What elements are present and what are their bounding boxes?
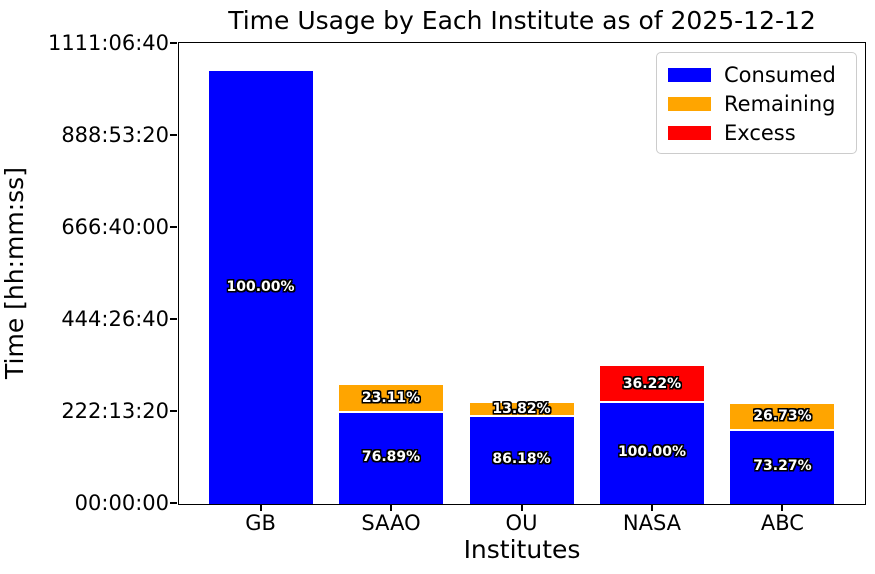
percent-label-saao-consumed: 76.89%: [361, 449, 421, 466]
legend: Consumed Remaining Excess: [656, 52, 857, 154]
bar-segment-nasa-consumed: [599, 402, 704, 504]
bar-segment-ou-consumed: [469, 416, 574, 504]
excess-swatch-icon: [668, 125, 711, 140]
x-tick-label-abc: ABC: [760, 511, 804, 535]
y-tick-label: 888:53:20: [61, 123, 169, 147]
percent-label-ou-consumed: 86.18%: [492, 451, 551, 468]
y-tick-label: 00:00:00: [74, 491, 169, 515]
bar-segment-ou-remaining: [469, 402, 574, 417]
bar-segment-abc-remaining: [730, 403, 835, 431]
legend-label-excess: Excess: [724, 120, 796, 145]
legend-row-excess: Excess: [657, 118, 856, 147]
x-axis-label: Institutes: [463, 535, 581, 564]
x-tick-mark: [259, 504, 262, 511]
y-axis-label: Time [hh:mm:ss]: [0, 167, 29, 379]
x-tick-label-nasa: NASA: [622, 511, 682, 535]
x-tick-label-ou: OU: [505, 511, 538, 535]
y-tick-label: 666:40:00: [61, 215, 169, 239]
bar-segment-abc-consumed: [730, 430, 835, 504]
x-tick-mark: [390, 504, 393, 511]
percent-label-saao-remaining: 23.11%: [361, 389, 421, 406]
x-tick-mark: [650, 504, 653, 511]
x-tick-label-gb: GB: [245, 511, 276, 535]
bar-segment-saao-consumed: [339, 412, 444, 504]
plot-area: 100.00% 76.89% 23.11% 86.18% 13.82% 100.00% 36…: [48, 31, 866, 535]
y-tick-mark: [170, 502, 177, 504]
percent-label-abc-consumed: 73.27%: [753, 458, 812, 475]
y-tick-mark: [170, 410, 177, 412]
x-tick-label-saao: SAAO: [361, 511, 421, 535]
y-tick-label: 444:26:40: [61, 307, 169, 331]
bar-segment-gb-consumed: [208, 71, 313, 504]
remaining-swatch-icon: [668, 96, 711, 111]
legend-label-remaining: Remaining: [724, 91, 836, 116]
percent-label-nasa-excess: 36.22%: [622, 375, 682, 392]
x-tick-mark: [781, 504, 784, 511]
consumed-swatch-icon: [668, 67, 711, 82]
x-tick-mark: [520, 504, 523, 511]
y-tick-label: 1111:06:40: [47, 31, 169, 55]
legend-row-remaining: Remaining: [657, 89, 856, 118]
y-tick-mark: [170, 42, 177, 44]
percent-label-nasa-consumed: 100.00%: [617, 444, 686, 461]
y-tick-mark: [170, 226, 177, 228]
chart-title: Time Usage by Each Institute as of 2025-…: [228, 6, 816, 35]
legend-label-consumed: Consumed: [724, 62, 836, 87]
percent-label-abc-remaining: 26.73%: [753, 408, 812, 425]
y-tick-label: 222:13:20: [61, 399, 169, 423]
bar-segment-nasa-excess: [599, 366, 704, 403]
percent-label-ou-remaining: 13.82%: [492, 400, 551, 417]
bar-segment-saao-remaining: [339, 385, 444, 413]
percent-label-gb-consumed: 100.00%: [226, 278, 295, 295]
legend-row-consumed: Consumed: [657, 60, 856, 89]
y-tick-mark: [170, 318, 177, 320]
y-tick-mark: [170, 134, 177, 136]
